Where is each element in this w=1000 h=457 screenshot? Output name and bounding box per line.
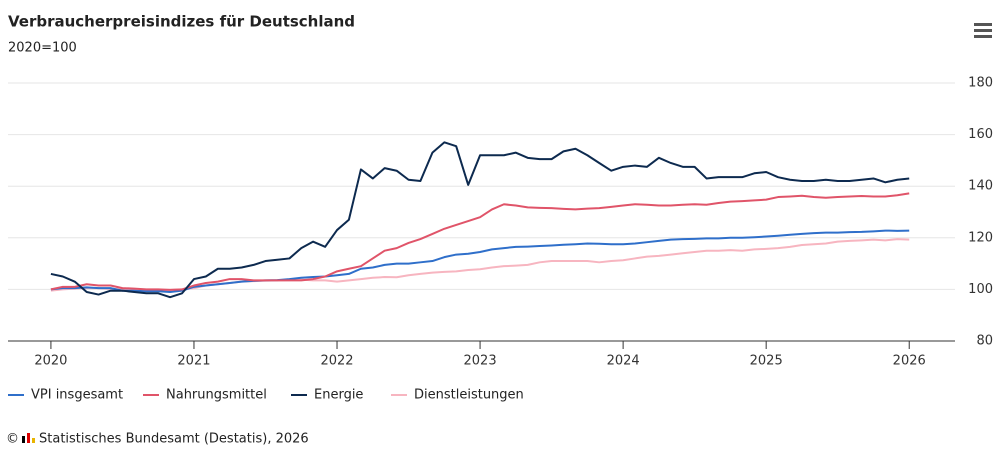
logo-bar — [32, 438, 35, 443]
series-line — [50, 141, 910, 299]
x-tick-label: 2022 — [320, 354, 353, 369]
copyright: © — [6, 432, 19, 447]
y-tick-label: 100 — [968, 282, 993, 297]
logo-bar — [22, 436, 25, 443]
x-tick-label: 2020 — [34, 354, 67, 369]
logo — [22, 433, 35, 443]
x-tick-label: 2023 — [464, 354, 497, 369]
legend-label: Energie — [314, 388, 363, 403]
logo-bar — [27, 433, 30, 443]
chart-title: Verbraucherpreisindizes für Deutschland — [8, 13, 355, 31]
y-tick-label: 180 — [968, 76, 993, 91]
series-line — [50, 192, 910, 291]
legend-label: Dienstleistungen — [414, 388, 524, 403]
x-tick-label: 2026 — [893, 354, 926, 369]
y-tick-label: 120 — [968, 230, 993, 245]
menu-button[interactable] — [974, 23, 992, 38]
y-tick-label: 80 — [976, 334, 993, 349]
chart-subtitle: 2020=100 — [8, 41, 77, 56]
legend-label: VPI insgesamt — [31, 388, 123, 403]
x-tick-label: 2021 — [177, 354, 210, 369]
x-tick-label: 2024 — [607, 354, 640, 369]
menu-bar[interactable] — [974, 35, 992, 38]
menu-bar[interactable] — [974, 23, 992, 26]
y-tick-label: 140 — [968, 179, 993, 194]
x-tick-label: 2025 — [750, 354, 783, 369]
source: Statistisches Bundesamt (Destatis), 2026 — [39, 432, 309, 447]
series-line — [50, 238, 910, 292]
y-tick-label: 160 — [968, 127, 993, 142]
legend-label: Nahrungsmittel — [166, 388, 267, 403]
series-line — [50, 229, 910, 293]
menu-bar[interactable] — [974, 29, 992, 32]
